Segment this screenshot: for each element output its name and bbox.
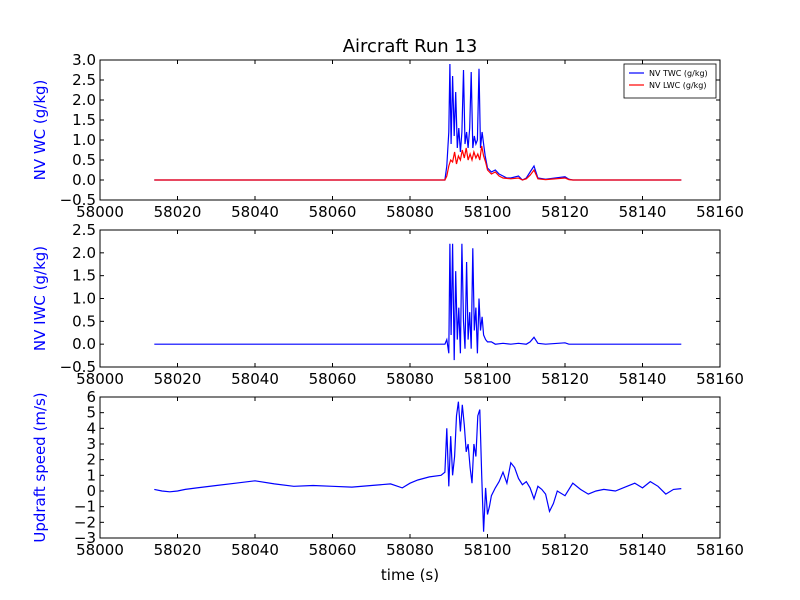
legend: NV TWC (g/kg) NV LWC (g/kg) [623,63,717,99]
y-tick-label: 1 [86,466,96,484]
series-line-1 [154,243,682,361]
x-tick-label: 58080 [386,541,434,559]
x-tick-label: 58160 [696,203,744,221]
x-tick-label: 58000 [76,203,124,221]
x-tick-label: 58020 [154,541,202,559]
x-tick-label: 58160 [696,541,744,559]
series-line-2 [154,145,682,181]
legend-label-2: NV LWC (g/kg) [649,81,707,90]
x-tick-label: 58080 [386,370,434,388]
x-tick-label: 58100 [464,203,512,221]
y-tick-label: 0.5 [72,312,96,330]
x-tick-label: 58060 [309,370,357,388]
y-tick-label: 5 [86,404,96,422]
y-tick-label: 1.5 [72,267,96,285]
legend-box [623,63,717,99]
y-tick-label: 4 [86,419,96,437]
x-tick-label: 58040 [231,370,279,388]
x-tick-label: 58120 [541,370,589,388]
subplot-panels: 58000 58020 58040 58060 58080 58100 58120 58140… [31,51,744,559]
y-tick-label: 0.5 [72,151,96,169]
series-line-1 [154,401,682,532]
series-line-1 [154,63,682,181]
y-tick-label: 6 [86,388,96,406]
y-tick-label: 2.5 [72,71,96,89]
y-tick-label: −2 [74,513,96,531]
x-tick-label: 58060 [309,203,357,221]
y-tick-label: 1.5 [72,111,96,129]
x-tick-label: 58020 [154,370,202,388]
subplot-1: 58000 58020 58040 58060 58080 58100 58120 58140… [31,51,744,221]
x-tick-label: 58120 [541,203,589,221]
y-tick-label: 2 [86,451,96,469]
y-axis-label: Updraft speed (m/s) [31,392,49,542]
y-tick-label: 2.0 [72,91,96,109]
x-tick-label: 58060 [309,541,357,559]
y-tick-label: 2.0 [72,244,96,262]
x-tick-label: 58140 [619,203,667,221]
y-tick-label: −1 [74,498,96,516]
x-axis-label: time (s) [381,566,439,584]
y-tick-label: −0.5 [60,191,96,209]
x-tick-label: 58000 [76,541,124,559]
y-axis-label: NV IWC (g/kg) [31,246,49,351]
subplot-2: 58000 58020 58040 58060 58080 58100 58120 58140… [31,221,744,388]
x-tick-label: 58160 [696,370,744,388]
x-tick-label: 58080 [386,203,434,221]
x-tick-label: 58140 [619,370,667,388]
legend-label-1: NV TWC (g/kg) [649,69,708,78]
chart-title: Aircraft Run 13 [343,36,478,57]
x-tick-label: 58140 [619,541,667,559]
x-tick-label: 58040 [231,541,279,559]
x-tick-label: 58100 [464,370,512,388]
x-tick-label: 58020 [154,203,202,221]
y-tick-label: 0 [86,482,96,500]
subplot-3: 58000 58020 58040 58060 58080 58100 58120 58140… [31,388,744,559]
y-tick-label: 1.0 [72,290,96,308]
y-tick-label: −3 [74,529,96,547]
y-axis-label: NV WC (g/kg) [31,80,49,181]
y-tick-label: 3.0 [72,51,96,69]
y-tick-label: 2.5 [72,221,96,239]
x-tick-label: 58120 [541,541,589,559]
x-tick-label: 58000 [76,370,124,388]
y-tick-label: 3 [86,435,96,453]
x-tick-label: 58040 [231,203,279,221]
y-tick-label: −0.5 [60,358,96,376]
y-tick-label: 1.0 [72,131,96,149]
y-tick-label: 0.0 [72,335,96,353]
x-tick-label: 58100 [464,541,512,559]
y-tick-label: 0.0 [72,171,96,189]
